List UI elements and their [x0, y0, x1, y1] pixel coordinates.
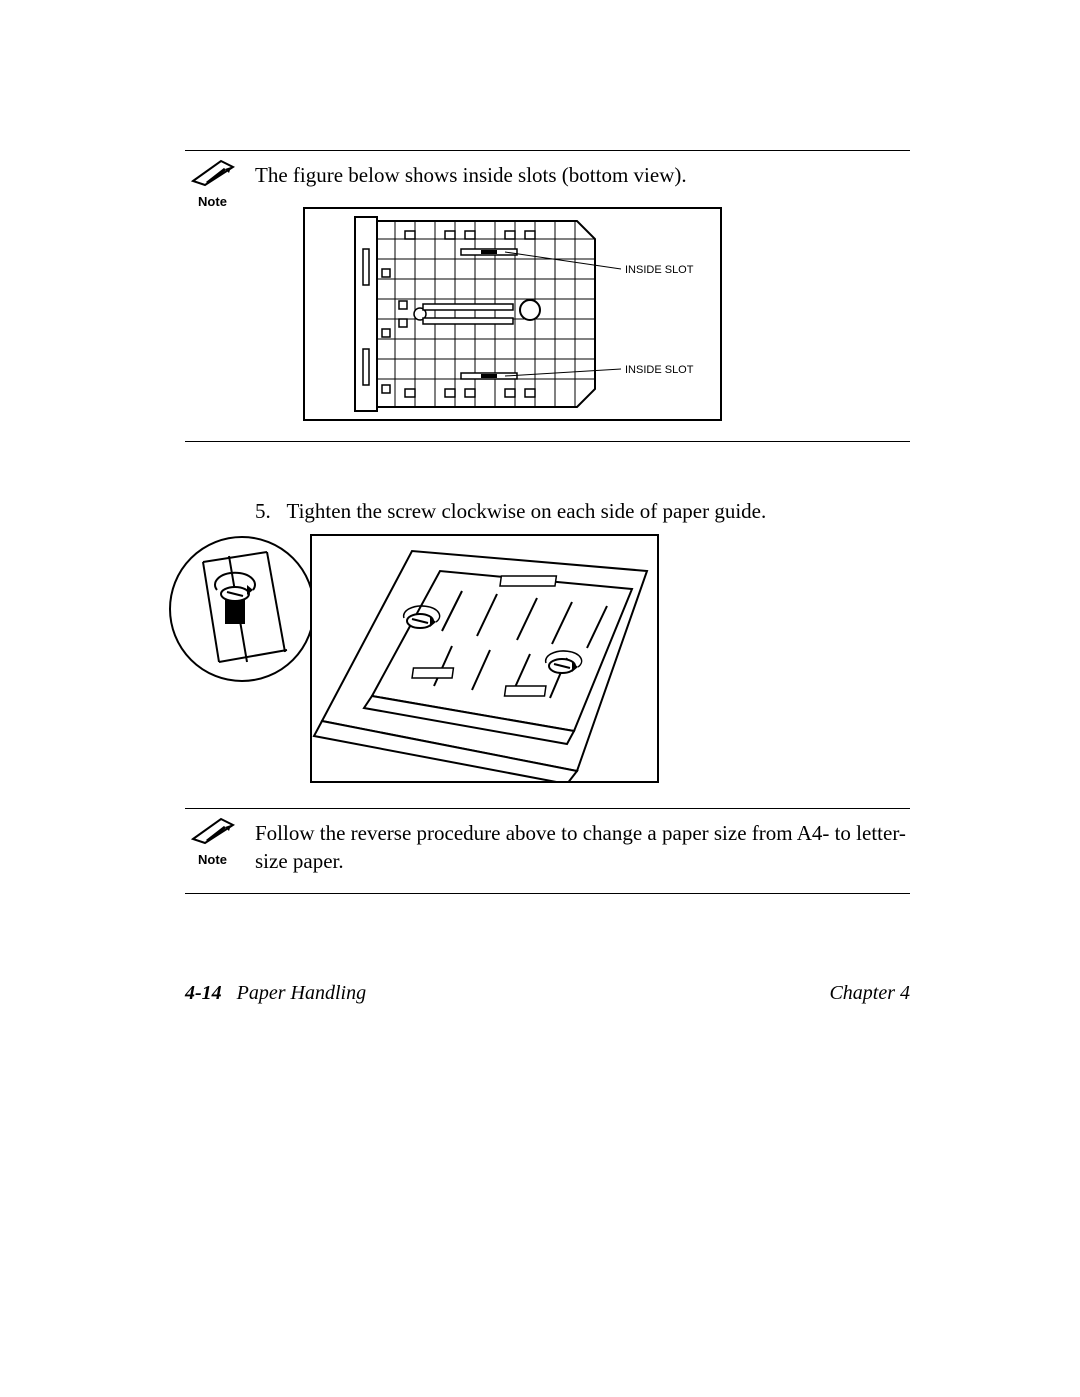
step-5-number: 5. — [255, 499, 271, 523]
note-icon-2: Note — [185, 817, 240, 867]
note-block-2: Note Follow the reverse procedure above … — [185, 808, 910, 895]
figure-2-zoom-circle — [167, 532, 317, 687]
step-5: 5. Tighten the screw clockwise on each s… — [255, 497, 910, 525]
footer-left: 4-14 Paper Handling — [185, 982, 366, 1005]
figure-2-svg — [312, 536, 657, 781]
note-label-2: Note — [185, 852, 240, 867]
note-text-1: The figure below shows inside slots (bot… — [255, 161, 910, 189]
figure-1-frame: INSIDE SLOT INSIDE SLOT — [303, 207, 722, 421]
page-footer: 4-14 Paper Handling Chapter 4 — [185, 982, 910, 1005]
footer-section: Paper Handling — [237, 982, 366, 1004]
callout-inside-slot-1: INSIDE SLOT — [625, 264, 694, 276]
figure-1-svg: INSIDE SLOT INSIDE SLOT — [305, 209, 720, 419]
note-text-2: Follow the reverse procedure above to ch… — [255, 819, 910, 876]
figure-2-wrap — [185, 538, 910, 788]
footer-page-number: 4-14 — [185, 982, 222, 1004]
callout-inside-slot-2: INSIDE SLOT — [625, 364, 694, 376]
note-label-1: Note — [185, 194, 240, 209]
note-block-1: Note The figure below shows inside slots… — [185, 150, 910, 442]
figure-2-frame — [310, 534, 659, 783]
footer-chapter: Chapter 4 — [829, 982, 910, 1005]
note-icon-1: Note — [185, 159, 240, 209]
step-5-text: Tighten the screw clockwise on each side… — [287, 499, 767, 523]
page-root: Note The figure below shows inside slots… — [0, 0, 1080, 1397]
